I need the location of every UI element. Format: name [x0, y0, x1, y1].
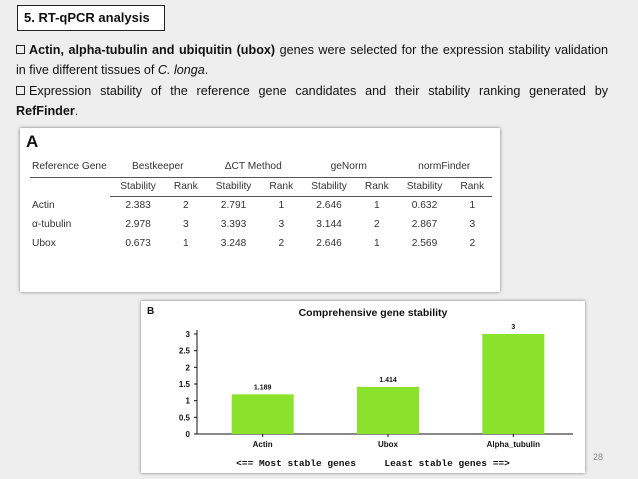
- group-header-bestkeeper: Bestkeeper: [110, 156, 206, 178]
- gene-name-cell: α-tubulin: [32, 219, 72, 230]
- table-group-header-row: Reference Gene Bestkeeper ΔCT Method geN…: [30, 156, 492, 178]
- table-cell: 1: [373, 200, 380, 212]
- table-subheader-row: Stability Rank Stability Rank Stability …: [30, 177, 492, 197]
- bullet2-bold: RefFinder: [16, 104, 75, 118]
- y-tick-label: 0.5: [179, 413, 191, 422]
- checkbox-bullet-icon: [16, 86, 25, 95]
- table-cell: 0.632: [411, 200, 438, 212]
- group-header-genorm: geNorm: [300, 156, 397, 178]
- table-cell: 1: [469, 200, 476, 212]
- y-tick-label: 3: [186, 330, 191, 339]
- table-cell: 2: [182, 200, 189, 212]
- page-number: 28: [593, 452, 604, 462]
- x-tick-label: Ubox: [378, 440, 399, 449]
- y-tick-label: 1: [186, 397, 191, 406]
- stability-table-panel: A Reference Gene Bestkeeper ΔCT Method g…: [20, 128, 500, 292]
- y-tick-label: 2.5: [179, 347, 191, 356]
- panel-label-b: B: [147, 306, 154, 317]
- section-title: 5. RT-qPCR analysis: [17, 5, 165, 31]
- subheader-rank: Rank: [166, 177, 206, 197]
- table-cell: 2.646: [316, 238, 342, 249]
- subheader-rank: Rank: [357, 177, 397, 197]
- bullet2-end: .: [74, 104, 79, 118]
- table-cell: 2: [278, 238, 285, 249]
- table-row: Ubox 0.673 1 3.248 2 2.646 1 2.569 2: [30, 234, 492, 253]
- stability-bar-chart: B Comprehensive gene stability <== Most …: [147, 306, 573, 469]
- subheader-stability: Stability: [110, 177, 167, 197]
- bar-value-label: 3: [511, 324, 515, 331]
- y-tick-label: 1.5: [179, 380, 191, 389]
- chart-title: Comprehensive gene stability: [299, 307, 448, 319]
- y-tick-label: 2: [186, 363, 191, 372]
- bullet1-end: .: [204, 63, 209, 77]
- bullet1-text: genes were selected for the expression s…: [16, 43, 608, 77]
- bar: [231, 394, 294, 434]
- table-cell: 2.383: [125, 200, 151, 212]
- subheader-stability: Stability: [205, 177, 262, 197]
- bar-value-label: 1.414: [379, 377, 397, 384]
- bullet2-text: Expression stability of the reference ge…: [29, 84, 608, 98]
- table-cell: 3: [278, 219, 285, 230]
- table-row: Actin 2.383 2 2.791 1 2.646 1 0.632 1: [30, 196, 492, 215]
- chart-xlabel: <== Most stable genes Least stable genes…: [236, 458, 510, 469]
- table-cell: 0.673: [125, 238, 151, 249]
- subheader-rank: Rank: [261, 177, 301, 197]
- checkbox-bullet-icon: [16, 45, 25, 54]
- table-row: α-tubulin 2.978 3 3.393 3 3.144 2 2.867 …: [30, 215, 492, 234]
- reference-gene-header: Reference Gene: [30, 156, 110, 178]
- bullet-stability-ranking: Expression stability of the reference ge…: [16, 81, 608, 121]
- table-cell: 2: [373, 219, 380, 230]
- table-cell: 3: [182, 219, 189, 230]
- group-header-normfinder: normFinder: [396, 156, 492, 178]
- table-cell: 2.569: [411, 238, 438, 249]
- table-cell: 2.646: [316, 200, 342, 212]
- table-cell: 2: [469, 238, 476, 249]
- x-tick-label: Actin: [253, 440, 273, 449]
- table-cell: 2.791: [220, 200, 247, 212]
- gene-name-cell: Actin: [32, 200, 55, 211]
- table-cell: 2.978: [125, 219, 151, 230]
- stability-chart-panel: B Comprehensive gene stability <== Most …: [141, 301, 585, 473]
- subheader-stability: Stability: [300, 177, 358, 197]
- table-cell: 1: [278, 200, 285, 212]
- bullet-gene-selection: Actin, alpha-tubulin and ubiquitin (ubox…: [16, 40, 608, 80]
- empty-cell: [30, 177, 110, 196]
- table-cell: 3.248: [220, 238, 247, 249]
- bar-value-label: 1.189: [254, 384, 272, 391]
- table-cell: 3.144: [316, 219, 342, 230]
- x-tick-label: Alpha_tubulin: [487, 440, 540, 449]
- table-cell: 1: [373, 238, 380, 249]
- gene-name-cell: Ubox: [32, 238, 56, 249]
- subheader-stability: Stability: [396, 177, 453, 197]
- bullet1-bold: Actin, alpha-tubulin and ubiquitin (ubox…: [29, 43, 276, 57]
- subheader-rank: Rank: [452, 177, 492, 197]
- table-cell: 1: [182, 238, 189, 249]
- bullet1-italic: C. longa: [157, 63, 205, 77]
- table-cell: 2.867: [411, 219, 438, 230]
- stability-table: Reference Gene Bestkeeper ΔCT Method geN…: [30, 156, 492, 253]
- y-tick-label: 0: [186, 430, 191, 439]
- table-cell: 3: [469, 219, 476, 230]
- panel-label-a: A: [26, 132, 39, 151]
- table-cell: 3.393: [220, 219, 247, 230]
- bar: [482, 334, 545, 434]
- group-header-delta-ct: ΔCT Method: [205, 156, 301, 178]
- bar: [357, 386, 419, 434]
